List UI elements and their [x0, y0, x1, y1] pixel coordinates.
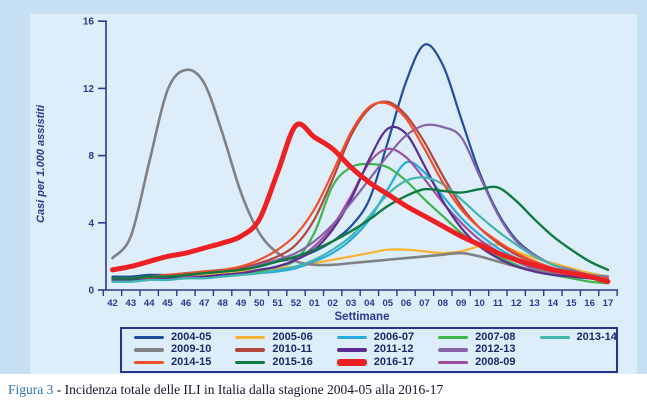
x-tick-label: 14	[548, 298, 559, 309]
x-tick-label: 45	[162, 298, 173, 309]
x-tick-label: 12	[511, 298, 522, 309]
legend-item-2009-10: 2009-10	[134, 344, 211, 356]
x-tick-label: 48	[217, 298, 228, 309]
x-tick-label: 46	[181, 298, 192, 309]
legend-swatch	[134, 335, 164, 340]
legend-item-2004-05: 2004-05	[134, 331, 211, 343]
legend-label: 2016-17	[373, 356, 415, 369]
x-tick-label: 42	[107, 298, 118, 309]
x-tick-label: 09	[456, 298, 467, 309]
legend-item-2014-15: 2014-15	[134, 357, 211, 369]
legend-swatch	[438, 335, 469, 340]
legend-item-2008-09: 2008-09	[438, 356, 516, 369]
y-tick-label: 8	[88, 151, 94, 162]
x-tick-label: 02	[327, 298, 338, 309]
legend-label: 2007-08	[475, 330, 516, 343]
legend-label: 2009-10	[171, 343, 212, 356]
legend-swatch	[438, 348, 469, 352]
legend-swatch	[539, 335, 570, 340]
legend-item-2015-16: 2015-16	[235, 356, 313, 369]
x-tick-label: 49	[236, 298, 247, 309]
y-tick-label: 16	[83, 17, 95, 28]
legend-swatch	[134, 360, 164, 365]
x-tick-label: 04	[364, 298, 375, 309]
legend-label: 2004-05	[171, 330, 212, 343]
y-tick-label: 12	[83, 84, 95, 95]
series-lines	[110, 43, 611, 285]
legend-swatch	[134, 348, 164, 352]
legend-label: 2013-14	[576, 330, 617, 343]
legend-swatch	[235, 348, 266, 352]
x-tick-label: 51	[272, 298, 283, 309]
x-tick-label: 13	[529, 298, 540, 309]
legend-item-2007-08: 2007-08	[438, 330, 516, 343]
x-tick-label: 50	[254, 298, 265, 309]
caption-figure-label: Figura 3	[8, 382, 54, 397]
legend-item-2016-17: 2016-17	[336, 356, 415, 369]
x-tick-label: 16	[584, 298, 595, 309]
legend-item-2010-11: 2010-11	[235, 344, 312, 356]
legend-item-2006-07: 2006-07	[336, 330, 415, 343]
series-line-2015-16	[111, 185, 610, 280]
x-tick-label: 43	[126, 298, 137, 309]
legend-item-2012-13: 2012-13	[438, 343, 516, 356]
legend-swatch	[336, 348, 367, 352]
y-tick-label: 0	[88, 286, 94, 297]
legend-swatch	[235, 360, 266, 365]
legend-label: 2010-11	[272, 343, 313, 356]
legend-item-2013-14: 2013-14	[539, 330, 617, 343]
x-axis-label: Settimane	[335, 311, 390, 323]
legend-label: 2008-09	[475, 356, 516, 369]
x-tick-label: 52	[291, 298, 302, 309]
legend-label: 2006-07	[373, 330, 415, 343]
x-tick-label: 05	[382, 298, 393, 309]
legend-label: 2005-06	[272, 330, 313, 343]
legend-item-2011-12: 2011-12	[336, 343, 414, 356]
chart-panel: 0 4 8 12 16 42 43 44 45 46 47 48 49 50 51 52 01 02 03 04 05 0…	[30, 14, 637, 374]
legend-swatch	[336, 359, 367, 367]
x-tick-label: 03	[346, 298, 357, 309]
series-line-2004-05	[111, 43, 610, 278]
x-tick-label: 07	[419, 298, 430, 309]
legend-label: 2012-13	[475, 343, 516, 356]
x-tick-label: 08	[438, 298, 449, 309]
legend-item-2005-06: 2005-06	[235, 330, 313, 343]
caption-text: - Incidenza totale delle ILI in Italia d…	[53, 382, 444, 397]
y-axis-label: Casi per 1.000 assistiti	[35, 104, 47, 223]
legend-label: 2011-12	[373, 343, 414, 356]
legend-swatch	[235, 335, 266, 340]
x-tick-label: 15	[566, 298, 577, 309]
caption: Figura 3 - Incidenza totale delle ILI in…	[8, 382, 638, 398]
x-tick-label: 06	[401, 298, 412, 309]
series-line-2016-17	[110, 121, 611, 285]
legend-label: 2014-15	[171, 356, 212, 369]
series-line-2014-15	[111, 101, 610, 280]
legend: 2004-05 2009-10 2014-15 2005-06 2010-11 2015-…	[120, 327, 618, 373]
legend-label: 2015-16	[272, 356, 313, 369]
y-tick-label: 4	[88, 218, 94, 229]
figure-box: 0 4 8 12 16 42 43 44 45 46 47 48 49 50 51 52 01 02 03 04 05 0…	[0, 0, 647, 374]
legend-swatch	[336, 335, 367, 340]
x-tick-label: 01	[309, 298, 320, 309]
x-tick-label: 11	[493, 298, 504, 309]
legend-swatch	[438, 360, 469, 365]
x-tick-label: 10	[474, 298, 485, 309]
x-tick-label: 17	[603, 298, 614, 309]
x-tick-label: 47	[199, 298, 210, 309]
x-tick-label: 44	[144, 298, 155, 309]
